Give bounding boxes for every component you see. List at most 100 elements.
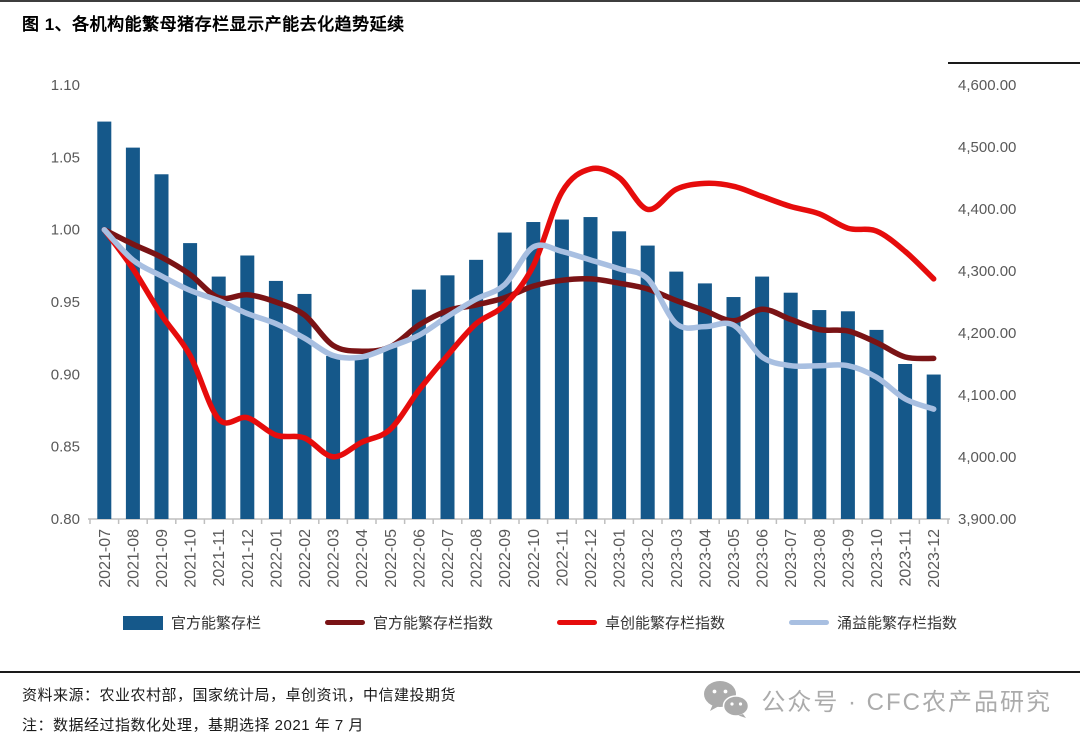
x-axis-label: 2023-07 xyxy=(783,529,800,588)
bar xyxy=(268,280,283,519)
top-border-rule xyxy=(0,0,1080,2)
x-axis-label: 2022-08 xyxy=(469,529,486,588)
x-axis-label: 2023-12 xyxy=(926,529,943,588)
x-axis-label: 2023-04 xyxy=(697,529,714,588)
source-note: 资料来源：农业农村部，国家统计局，卓创资讯，中信建投期货 xyxy=(22,687,457,704)
bar xyxy=(297,293,312,519)
x-axis-label: 2021-07 xyxy=(97,529,114,588)
line-yongyi-index xyxy=(101,226,937,412)
right-axis-label: 4,200.00 xyxy=(958,325,1016,342)
bar xyxy=(154,174,169,519)
bar xyxy=(812,310,827,519)
bar xyxy=(926,374,941,519)
x-axis-label: 2023-10 xyxy=(869,529,886,588)
bar xyxy=(726,297,741,519)
x-axis-label: 2022-01 xyxy=(268,529,285,588)
right-axis-label: 4,000.00 xyxy=(958,449,1016,466)
right-axis-label: 4,100.00 xyxy=(958,387,1016,404)
bar xyxy=(583,217,598,519)
x-axis-label: 2022-12 xyxy=(583,529,600,588)
method-note: 注：数据经过指数化处理，基期选择 2021 年 7 月 xyxy=(22,717,364,734)
top-right-rule xyxy=(948,62,1080,64)
left-axis-label: 0.95 xyxy=(51,294,80,311)
x-axis-label: 2023-09 xyxy=(840,529,857,588)
bar xyxy=(640,245,655,519)
bar xyxy=(183,243,198,519)
bar xyxy=(97,121,112,519)
line-zhuochuang-index xyxy=(101,165,937,460)
legend-swatch-official-index xyxy=(324,620,365,625)
bar xyxy=(669,271,684,519)
legend-label: 卓创能繁存栏指数 xyxy=(605,615,726,632)
x-axis-label: 2022-02 xyxy=(297,529,314,588)
right-axis-label: 4,300.00 xyxy=(958,263,1016,280)
right-axis-label: 4,500.00 xyxy=(958,139,1016,156)
left-axis-label: 1.10 xyxy=(51,77,80,94)
legend-swatch-yongyi-index xyxy=(789,620,830,625)
bar xyxy=(898,364,913,519)
left-axis-label: 1.00 xyxy=(51,222,80,239)
legend-item-official-inventory: 官方能繁存栏 xyxy=(122,612,261,633)
legend-label: 官方能繁存栏 xyxy=(170,615,261,632)
legend-item-zhuochuang-index: 卓创能繁存栏指数 xyxy=(557,612,725,633)
bar xyxy=(125,147,140,519)
x-axis-label: 2021-10 xyxy=(183,529,200,588)
left-axis-label: 0.85 xyxy=(51,439,80,456)
x-axis-label: 2023-03 xyxy=(669,529,686,588)
watermark: 公众号 · CFC农产品研究 xyxy=(703,680,1052,718)
footer-divider-rule xyxy=(0,671,1080,673)
x-axis-label: 2022-11 xyxy=(554,529,571,587)
bar xyxy=(755,276,770,519)
left-axis-label: 0.80 xyxy=(51,511,80,528)
bar xyxy=(411,289,426,519)
bar xyxy=(783,292,798,519)
bar xyxy=(211,276,226,519)
x-axis-label: 2023-08 xyxy=(812,529,829,588)
wechat-icon xyxy=(704,681,750,718)
x-axis-label: 2022-03 xyxy=(326,529,343,588)
x-axis-label: 2021-08 xyxy=(125,529,142,588)
bar xyxy=(840,311,855,519)
x-axis-label: 2023-11 xyxy=(898,529,915,587)
line-official-index xyxy=(101,226,937,362)
x-axis-label: 2022-07 xyxy=(440,529,457,588)
x-axis-label: 2023-05 xyxy=(726,529,743,588)
x-axis-label: 2022-09 xyxy=(497,529,514,588)
page-title: 图 1、各机构能繁母猪存栏显示产能去化趋势延续 xyxy=(22,15,405,34)
x-axis-label: 2023-02 xyxy=(640,529,657,588)
bar xyxy=(354,357,369,519)
right-axis-label: 4,600.00 xyxy=(958,77,1016,94)
chart-canvas: 1.10 1.05 1.00 0.95 0.90 0.85 0.80 4,600.00 4,50… xyxy=(51,77,1017,588)
watermark-text: 公众号 · CFC农产品研究 xyxy=(761,688,1052,716)
legend-label: 官方能繁存栏指数 xyxy=(372,615,493,632)
x-axis-label: 2022-04 xyxy=(354,529,371,588)
x-axis-label: 2023-06 xyxy=(755,529,772,588)
legend-item-official-index: 官方能繁存栏指数 xyxy=(324,612,493,633)
x-axis-label: 2022-06 xyxy=(411,529,428,588)
bar xyxy=(440,275,455,519)
bar xyxy=(612,231,627,519)
bar xyxy=(697,283,712,519)
left-axis-label: 1.05 xyxy=(51,149,80,166)
left-axis-label: 0.90 xyxy=(51,366,80,383)
legend-swatch-zhuochuang-index xyxy=(557,620,597,625)
legend-swatch-official-inventory xyxy=(122,615,163,630)
right-axis-label: 4,400.00 xyxy=(958,201,1016,218)
x-axis-label: 2021-12 xyxy=(240,529,257,588)
x-axis-label: 2022-10 xyxy=(526,529,543,588)
chart-legend: 官方能繁存栏 官方能繁存栏指数 卓创能繁存栏指数 涌益能繁存栏指数 xyxy=(0,612,1080,633)
bar xyxy=(383,347,398,519)
legend-label: 涌益能繁存栏指数 xyxy=(837,615,958,632)
x-axis-label: 2021-09 xyxy=(154,529,171,588)
bar xyxy=(326,355,341,519)
right-axis-label: 3,900.00 xyxy=(958,511,1016,528)
x-axis-label: 2022-05 xyxy=(383,529,400,588)
legend-item-yongyi-index: 涌益能繁存栏指数 xyxy=(789,612,957,633)
bar xyxy=(869,329,884,519)
bar xyxy=(554,219,569,520)
x-axis-label: 2023-01 xyxy=(612,529,629,588)
x-axis-label: 2021-11 xyxy=(211,529,228,587)
bar xyxy=(526,222,541,519)
bar xyxy=(240,255,255,519)
